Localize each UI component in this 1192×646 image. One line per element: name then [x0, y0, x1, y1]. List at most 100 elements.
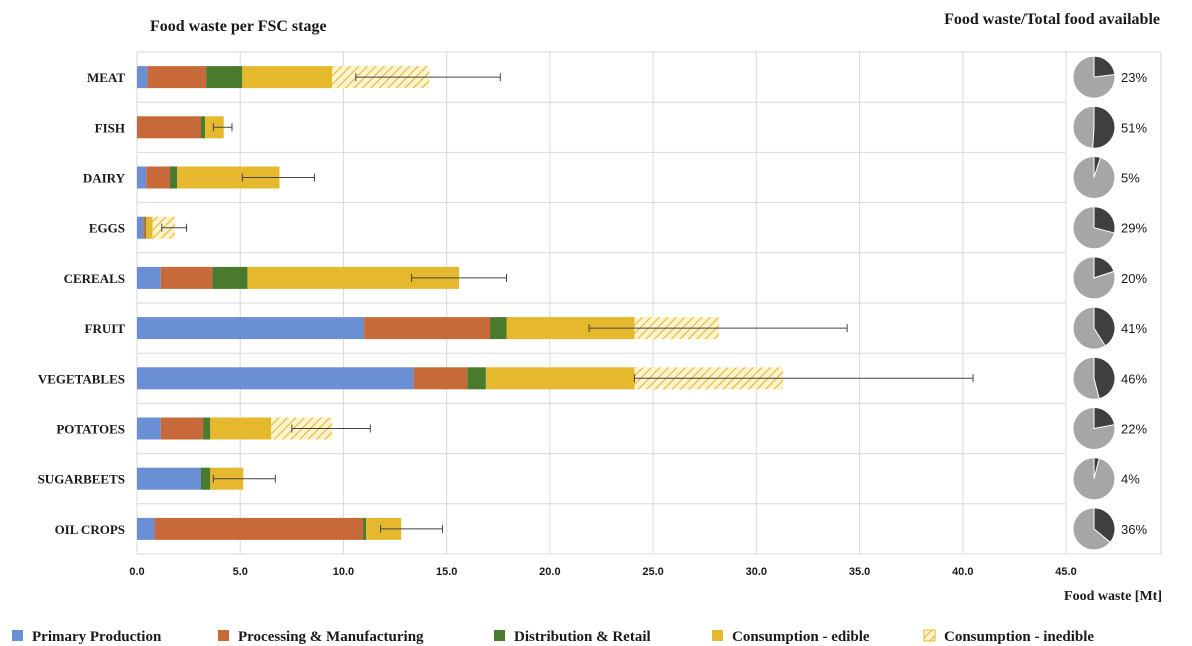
pie-oil-crops: 36% [1072, 507, 1147, 551]
legend-label: Consumption - edible [732, 629, 870, 645]
error-bar-oil-crops [380, 524, 444, 533]
bar-cereals-primary-production [137, 266, 161, 289]
category-label-meat: MEAT [87, 70, 125, 85]
bar-vegetables-processing-and-manufacturing [413, 367, 468, 390]
legend-item-consumption-edible: Consumption - edible [712, 629, 870, 645]
legend-item-processing-and-manufacturing: Processing & Manufacturing [218, 629, 424, 645]
pie-percent-label: 29% [1121, 221, 1147, 236]
x-tick-label: 15.0 [436, 566, 457, 578]
error-bar-eggs [161, 223, 188, 232]
bar-eggs-distribution-and-retail [145, 216, 147, 239]
pie-fish: 51% [1072, 105, 1147, 149]
bar-meat-distribution-and-retail [206, 66, 243, 89]
pie-potatoes: 22% [1072, 406, 1147, 450]
x-tick-label: 35.0 [849, 566, 870, 578]
bar-sugarbeets-primary-production [137, 467, 201, 490]
bar-cereals-consumption-edible [247, 266, 460, 289]
ratio-pies: 23% 51% 5% 29% 20% 41% 46% 22% 4% 36% [1072, 55, 1147, 551]
bar-eggs-processing-and-manufacturing [143, 216, 146, 239]
pie-waste-slice [1093, 507, 1116, 543]
pie-waste-slice [1093, 206, 1116, 234]
category-label-eggs: EGGS [89, 221, 125, 236]
bar-vegetables-primary-production [137, 367, 414, 390]
error-bar-dairy [241, 173, 316, 182]
bar-fruit-primary-production [137, 317, 365, 340]
legend-swatch [12, 630, 23, 641]
x-tick-label: 5.0 [233, 566, 248, 578]
pie-cereals: 20% [1072, 256, 1147, 300]
error-bar-potatoes [291, 424, 371, 433]
legend-label: Primary Production [32, 629, 162, 645]
pie-percent-label: 4% [1121, 472, 1140, 487]
pie-waste-slice [1093, 457, 1100, 479]
bar-eggs-consumption-edible [146, 216, 153, 239]
category-label-sugarbeets: SUGARBEETS [38, 472, 125, 487]
bar-vegetables-distribution-and-retail [467, 367, 486, 390]
x-axis-label: Food waste [Mt] [1064, 589, 1162, 604]
bar-fruit-processing-and-manufacturing [364, 317, 491, 340]
error-bar-fruit [588, 324, 848, 333]
chart-title: Food waste per FSC stage [150, 18, 327, 35]
category-label-dairy: DAIRY [83, 171, 126, 186]
pie-waste-slice [1093, 356, 1116, 400]
legend-item-primary-production: Primary Production [12, 629, 162, 645]
bar-meat-consumption-edible [242, 66, 333, 89]
x-tick-label: 0.0 [129, 566, 144, 578]
grid-lines [136, 51, 1161, 555]
legend-swatch [218, 630, 229, 641]
category-label-potatoes: POTATOES [56, 422, 125, 437]
error-bar-vegetables [634, 374, 974, 383]
pie-percent-label: 41% [1121, 321, 1147, 336]
bar-cereals-processing-and-manufacturing [160, 266, 213, 289]
pie-percent-label: 51% [1121, 120, 1147, 135]
pie-percent-label: 20% [1121, 271, 1147, 286]
bar-dairy-consumption-edible [177, 166, 280, 189]
pie-percent-label: 46% [1121, 371, 1147, 386]
bar-oil-crops-primary-production [137, 517, 155, 540]
pie-waste-slice [1092, 105, 1116, 149]
bar-vegetables-consumption-edible [485, 367, 635, 390]
pie-percent-label: 22% [1121, 422, 1147, 437]
bar-dairy-distribution-and-retail [170, 166, 178, 189]
bar-potatoes-processing-and-manufacturing [160, 417, 204, 440]
legend-label: Consumption - inedible [944, 629, 1094, 645]
category-label-vegetables: VEGETABLES [38, 371, 125, 386]
x-tick-label: 10.0 [333, 566, 354, 578]
error-bars [161, 73, 974, 533]
bar-fish-processing-and-manufacturing [137, 116, 201, 139]
legend-label: Processing & Manufacturing [238, 629, 424, 645]
x-ticks: 0.0 5.0 10.0 15.0 20.0 25.0 30.0 35.0 40.0 45.0 [129, 566, 1076, 578]
bar-meat-processing-and-manufacturing [147, 66, 207, 89]
bar-dairy-processing-and-manufacturing [146, 166, 171, 189]
x-tick-label: 25.0 [642, 566, 663, 578]
bars [137, 66, 784, 540]
bar-fruit-distribution-and-retail [490, 317, 507, 340]
category-label-oil-crops: OIL CROPS [55, 522, 125, 537]
x-tick-label: 40.0 [952, 566, 973, 578]
category-label-fish: FISH [95, 120, 125, 135]
pie-percent-label: 36% [1121, 522, 1147, 537]
pie-waste-slice [1093, 306, 1116, 347]
legend-swatch [712, 630, 723, 641]
bar-meat-primary-production [137, 66, 148, 89]
legend-label: Distribution & Retail [514, 629, 651, 645]
pie-waste-slice [1093, 256, 1115, 279]
category-labels: MEAT FISH DAIRY EGGS CEREALS FRUIT VEGETABLES P… [38, 70, 126, 537]
ratio-title: Food waste/Total food available [944, 11, 1160, 28]
pie-fruit: 41% [1072, 306, 1147, 350]
pie-dairy: 5% [1072, 155, 1140, 199]
bar-sugarbeets-distribution-and-retail [200, 467, 211, 490]
bar-fruit-consumption-edible [506, 317, 635, 340]
bar-oil-crops-processing-and-manufacturing [154, 517, 364, 540]
error-bar-sugarbeets [212, 474, 276, 483]
legend-swatch [923, 629, 936, 642]
bar-potatoes-distribution-and-retail [203, 417, 211, 440]
bar-oil-crops-distribution-and-retail [363, 517, 367, 540]
pie-waste-slice [1093, 406, 1116, 430]
category-label-cereals: CEREALS [64, 271, 125, 286]
bar-eggs-primary-production [137, 216, 144, 239]
x-tick-label: 20.0 [539, 566, 560, 578]
pie-sugarbeets: 4% [1072, 457, 1140, 501]
bar-potatoes-primary-production [137, 417, 161, 440]
